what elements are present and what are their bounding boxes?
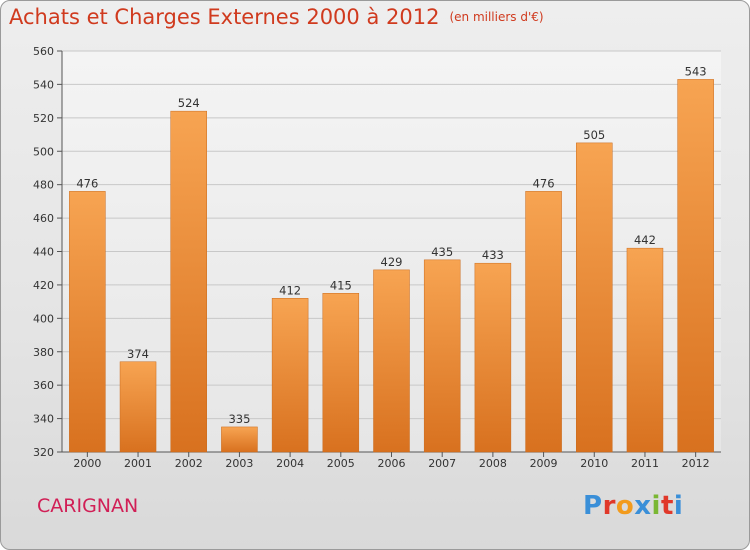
y-tick-label: 440 [33,246,54,259]
y-tick-label: 320 [33,446,54,459]
x-tick-label: 2011 [631,457,659,470]
bar-value-label: 435 [431,245,453,259]
y-tick-label: 520 [33,112,54,125]
bar-2004 [271,298,309,453]
bar-2012 [677,79,714,453]
x-tick-label: 2007 [428,457,456,470]
bar-2001 [119,361,157,453]
y-tick-label: 460 [33,212,54,225]
bar-value-label: 415 [330,278,352,292]
bar-2010 [576,142,613,453]
bar-value-label: 433 [482,248,504,262]
proxiti-logo: Proxiti [583,491,683,521]
logo-letter: r [602,491,616,521]
chart-subtitle: (en milliers d'€) [449,10,544,24]
commune-name: CARIGNAN [37,495,139,517]
logo-letter: t [660,491,674,521]
y-tick-label: 500 [33,145,54,158]
bar-value-label: 412 [279,283,301,297]
x-tick-label: 2006 [378,457,406,470]
y-tick-label: 420 [33,279,54,292]
bar-2008 [474,262,512,453]
y-tick-label: 480 [33,179,54,192]
bar-value-label: 335 [228,412,250,426]
bar-2006 [373,269,410,453]
bar-2007 [423,259,461,453]
chart-title-text: Achats et Charges Externes 2000 à 2012 [9,5,440,29]
x-tick-label: 2000 [73,457,101,470]
x-tick-label: 2008 [479,457,507,470]
x-tick-label: 2012 [682,457,710,470]
chart-title: Achats et Charges Externes 2000 à 2012 (e… [9,5,544,29]
bar-2011 [626,247,664,453]
y-tick-label: 560 [33,45,54,58]
bar-2002 [170,110,207,453]
bar-2000 [69,191,106,453]
y-tick-label: 340 [33,413,54,426]
bar-value-label: 429 [381,255,403,269]
bar-value-label: 505 [583,128,605,142]
bar-value-label: 543 [685,64,707,78]
bar-value-label: 476 [76,176,98,190]
x-tick-label: 2001 [124,457,152,470]
bar-2009 [525,191,562,453]
logo-letter: i [673,491,684,521]
x-tick-label: 2005 [327,457,355,470]
y-tick-label: 360 [33,379,54,392]
x-tick-label: 2003 [225,457,253,470]
bar-value-label: 374 [127,347,149,361]
x-tick-label: 2002 [175,457,203,470]
bar-2005 [322,293,360,453]
bar-value-label: 524 [178,96,200,110]
logo-letter: P [583,491,603,521]
bar-2003 [221,426,258,453]
x-tick-label: 2010 [580,457,608,470]
logo-letter: o [615,491,635,521]
x-tick-label: 2004 [276,457,304,470]
logo-letter: i [651,491,661,521]
y-tick-label: 540 [33,78,54,91]
bar-value-label: 476 [533,176,555,190]
bar-value-label: 442 [634,233,656,247]
x-tick-label: 2009 [530,457,558,470]
y-tick-label: 400 [33,312,54,325]
y-tick-label: 380 [33,346,54,359]
logo-letter: x [634,491,652,521]
